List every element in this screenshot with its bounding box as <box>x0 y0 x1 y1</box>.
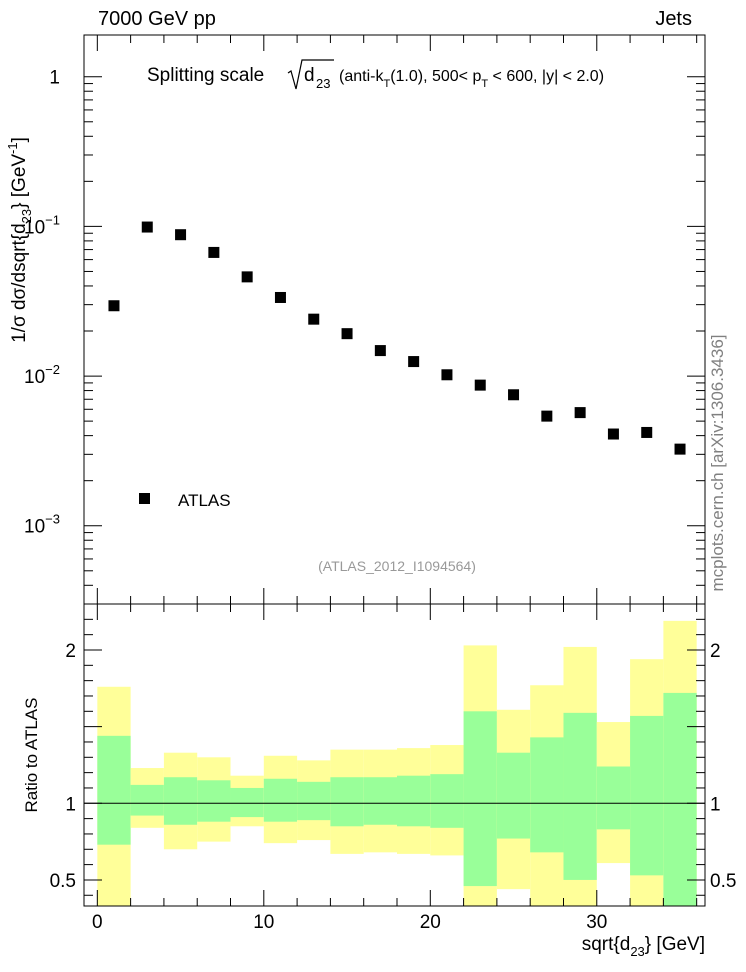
ratio-inner-band <box>430 774 464 828</box>
data-points <box>108 221 686 455</box>
ratio-bands <box>97 620 697 906</box>
data-point <box>175 229 187 241</box>
y-tick-label: 10−2 <box>24 362 60 388</box>
ratio-x-ticks: 0 10 20 30 <box>92 604 698 933</box>
ratio-y-tick-label-right: 2 <box>710 641 721 662</box>
y-tick-exponent: −1 <box>45 212 60 227</box>
data-point <box>341 328 353 340</box>
y-tick-label: 1 <box>49 68 60 89</box>
y-tick-label: 10−1 <box>24 212 60 238</box>
data-point <box>474 379 486 391</box>
y-tick-base: 10 <box>24 517 45 538</box>
data-point <box>441 369 453 381</box>
ratio-y-tick-label-right: 0.5 <box>710 871 736 892</box>
ylabel-2: } [GeV <box>9 154 30 209</box>
legend: ATLAS <box>139 491 231 510</box>
ratio-y-axis-label: Ratio to ATLAS <box>22 698 41 813</box>
title-detail-0: (anti-k <box>339 68 384 85</box>
ratio-inner-band <box>330 777 364 827</box>
ratio-inner-band <box>163 777 198 825</box>
data-point <box>241 271 253 283</box>
ratio-inner-band <box>396 775 431 827</box>
ratio-inner-band <box>297 781 331 821</box>
data-point <box>607 428 619 440</box>
plot-title-text: Splitting scale <box>147 65 264 86</box>
ylabel-4: ] <box>9 137 30 142</box>
ratio-inner-band <box>663 692 697 906</box>
ratio-y-tick-label-left: 0.5 <box>50 871 76 892</box>
x-tick-label: 10 <box>253 912 274 933</box>
ratio-y-tick-label-left: 1 <box>65 794 76 815</box>
title-detail-1: T <box>383 78 390 90</box>
analysis-annotation: (ATLAS_2012_I1094564) <box>318 558 476 574</box>
ratio-plot-frame <box>83 603 706 907</box>
data-point <box>141 221 153 233</box>
ratio-inner-band <box>496 752 531 839</box>
title-symbol-sub: 23 <box>316 76 330 91</box>
data-point <box>508 389 520 401</box>
title-detail: (anti-kT(1.0), 500< pT < 600, |y| < 2.0) <box>339 68 604 90</box>
title-symbol: d <box>304 65 315 86</box>
ylabel-0: 1/σ dσ/dsqrt{d <box>9 223 30 343</box>
ratio-inner-band <box>630 715 664 876</box>
xlabel-0: sqrt{d <box>582 934 631 955</box>
y-tick-base: 10 <box>24 217 45 238</box>
ratio-inner-band <box>596 766 631 830</box>
ratio-y-tick-label-left: 2 <box>65 641 76 662</box>
data-point <box>108 300 120 312</box>
legend-marker <box>139 493 150 504</box>
legend-label-atlas: ATLAS <box>178 491 231 510</box>
ratio-inner-band <box>563 712 597 880</box>
ratio-inner-band <box>463 711 497 887</box>
xlabel-2: } [GeV] <box>645 934 705 955</box>
ratio-y-ticks: 0.5 0.5 1 1 2 2 <box>50 618 736 896</box>
data-point <box>408 356 420 368</box>
side-label: mcplots.cern.ch [arXiv:1306.3436] <box>708 334 727 591</box>
ratio-inner-band <box>130 784 164 816</box>
ratio-inner-band <box>197 780 231 822</box>
data-point <box>274 291 286 303</box>
ratio-inner-band <box>97 735 131 845</box>
data-point <box>641 426 653 438</box>
ratio-inner-band <box>263 778 298 822</box>
sqrt-symbol <box>287 59 334 90</box>
ratio-inner-band <box>230 787 264 818</box>
title-detail-2: (1.0), 500< p <box>390 68 481 85</box>
x-tick-label: 0 <box>92 912 103 933</box>
data-point <box>208 246 220 258</box>
y-tick-exponent: −3 <box>45 512 60 527</box>
data-point <box>674 443 686 455</box>
ratio-y-tick-label-right: 1 <box>710 794 721 815</box>
main-plot: 110−110−210−3 Splitting scale d 23 (anti… <box>5 34 706 605</box>
main-y-ticks: 110−110−210−3 <box>24 68 705 605</box>
header-left-label: 7000 GeV pp <box>98 8 216 30</box>
x-tick-label: 30 <box>586 912 607 933</box>
data-point <box>574 407 586 419</box>
main-x-ticks <box>96 35 698 604</box>
ylabel-3: -1 <box>5 142 20 154</box>
data-point <box>541 410 553 422</box>
y-tick-exponent: −2 <box>45 362 60 377</box>
ratio-inner-band <box>530 737 564 853</box>
header-right-label: Jets <box>655 8 692 30</box>
main-plot-frame <box>83 34 706 605</box>
data-point <box>374 345 386 357</box>
main-y-axis-label: 1/σ dσ/dsqrt{d23} [GeV-1] <box>5 137 34 343</box>
data-point <box>308 313 320 325</box>
xlabel-1: 23 <box>630 944 644 959</box>
plot-title: Splitting scale d 23 (anti-kT(1.0), 500<… <box>147 59 604 91</box>
ratio-plot: 0.5 0.5 1 1 2 2 0 10 20 30 Ratio to ATLAS sqrt{d… <box>22 603 736 959</box>
y-tick-base: 10 <box>24 367 45 388</box>
title-detail-4: < 600, |y| < 2.0) <box>488 68 604 85</box>
y-tick-base: 1 <box>49 68 60 89</box>
title-detail-3: T <box>481 78 488 90</box>
x-tick-label: 20 <box>420 912 441 933</box>
y-tick-label: 10−3 <box>24 512 60 538</box>
ylabel-1: 23 <box>19 209 34 223</box>
x-axis-label: sqrt{d23} [GeV] <box>582 934 705 959</box>
ratio-inner-band <box>363 777 397 825</box>
